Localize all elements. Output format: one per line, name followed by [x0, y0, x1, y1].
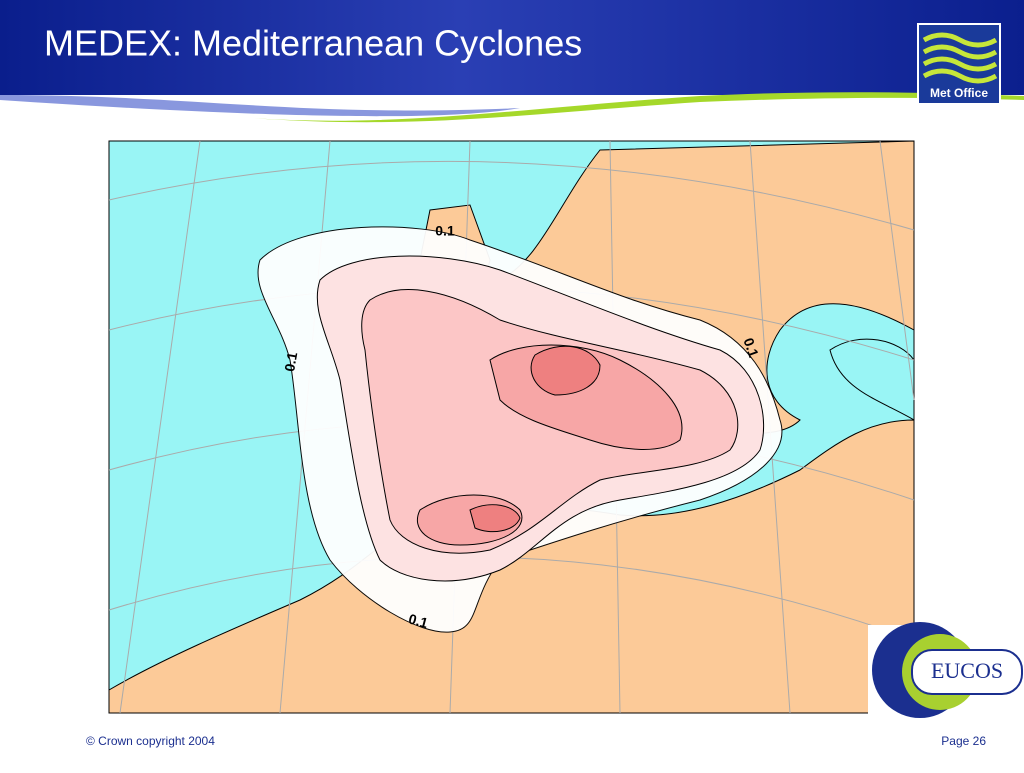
- eucos-badge: EUCOS: [868, 622, 1024, 718]
- map: 0.1 0.1 0.1 0.1: [108, 140, 915, 714]
- logo-text: Met Office: [930, 86, 988, 100]
- black-sea-east: [829, 338, 915, 421]
- blue-swoosh: [0, 95, 520, 117]
- logo-waves: [922, 32, 998, 84]
- contour-label: 0.1: [281, 351, 300, 373]
- copyright: © Crown copyright 2004: [86, 734, 215, 748]
- contour-label: 0.1: [435, 223, 455, 239]
- header: MEDEX: Mediterranean Cyclones Met Office: [0, 0, 1024, 150]
- contour-label: 0.1: [407, 611, 430, 632]
- header-band: [0, 0, 1024, 95]
- met-office-logo: Met Office: [917, 23, 1001, 105]
- slide-title: MEDEX: Mediterranean Cyclones: [44, 23, 582, 64]
- badge-text: EUCOS: [931, 658, 1003, 683]
- contour-label: 0.1: [740, 336, 762, 360]
- page-number: Page 26: [941, 734, 986, 748]
- badge-pill: [911, 649, 1023, 695]
- contour-5: [469, 345, 601, 533]
